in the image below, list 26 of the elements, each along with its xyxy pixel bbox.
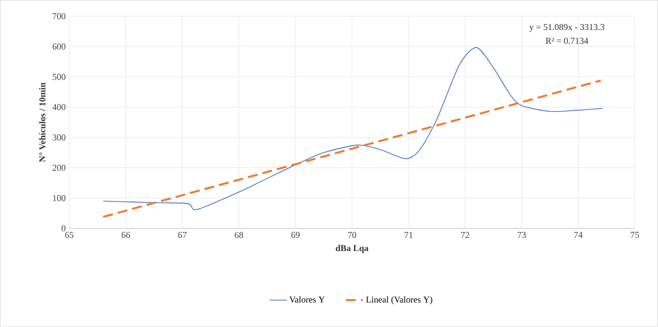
y-tick-label: 200 <box>52 164 66 171</box>
y-axis-title: N° Vehículos / 10min <box>39 82 46 162</box>
x-tick-label: 70 <box>348 232 356 238</box>
y-tick-label: 100 <box>53 195 66 202</box>
x-tick-label: 73 <box>518 232 526 238</box>
y-tick-label: 500 <box>52 74 66 80</box>
y-tick-label: 600 <box>52 44 66 50</box>
x-tick-label: 74 <box>574 232 583 238</box>
y-tick-label: 300 <box>52 134 66 141</box>
y-tick-label: 700 <box>52 13 66 20</box>
y-tick-label: 400 <box>52 104 66 110</box>
x-tick-label: 65 <box>65 232 74 238</box>
x-tick-label: 67 <box>178 232 187 238</box>
x-tick-label: 66 <box>122 232 130 238</box>
x-tick-label: 75 <box>630 232 639 238</box>
x-tick-label: 71 <box>404 232 413 238</box>
x-tick-label: 69 <box>291 232 300 238</box>
legend-label: Lineal (Valores Y) <box>366 296 432 305</box>
y-tick-label: 0 <box>62 226 66 232</box>
annotation: R² = 0.7134 <box>546 38 588 44</box>
line-series <box>102 47 603 210</box>
x-tick-label: 68 <box>234 232 244 238</box>
x-axis-title: dBa Lqa <box>336 244 368 254</box>
annotation: y = 51.089x - 3313.3 <box>529 24 604 32</box>
x-tick-label: 72 <box>461 232 470 238</box>
legend-label: Valores Y <box>289 296 325 303</box>
